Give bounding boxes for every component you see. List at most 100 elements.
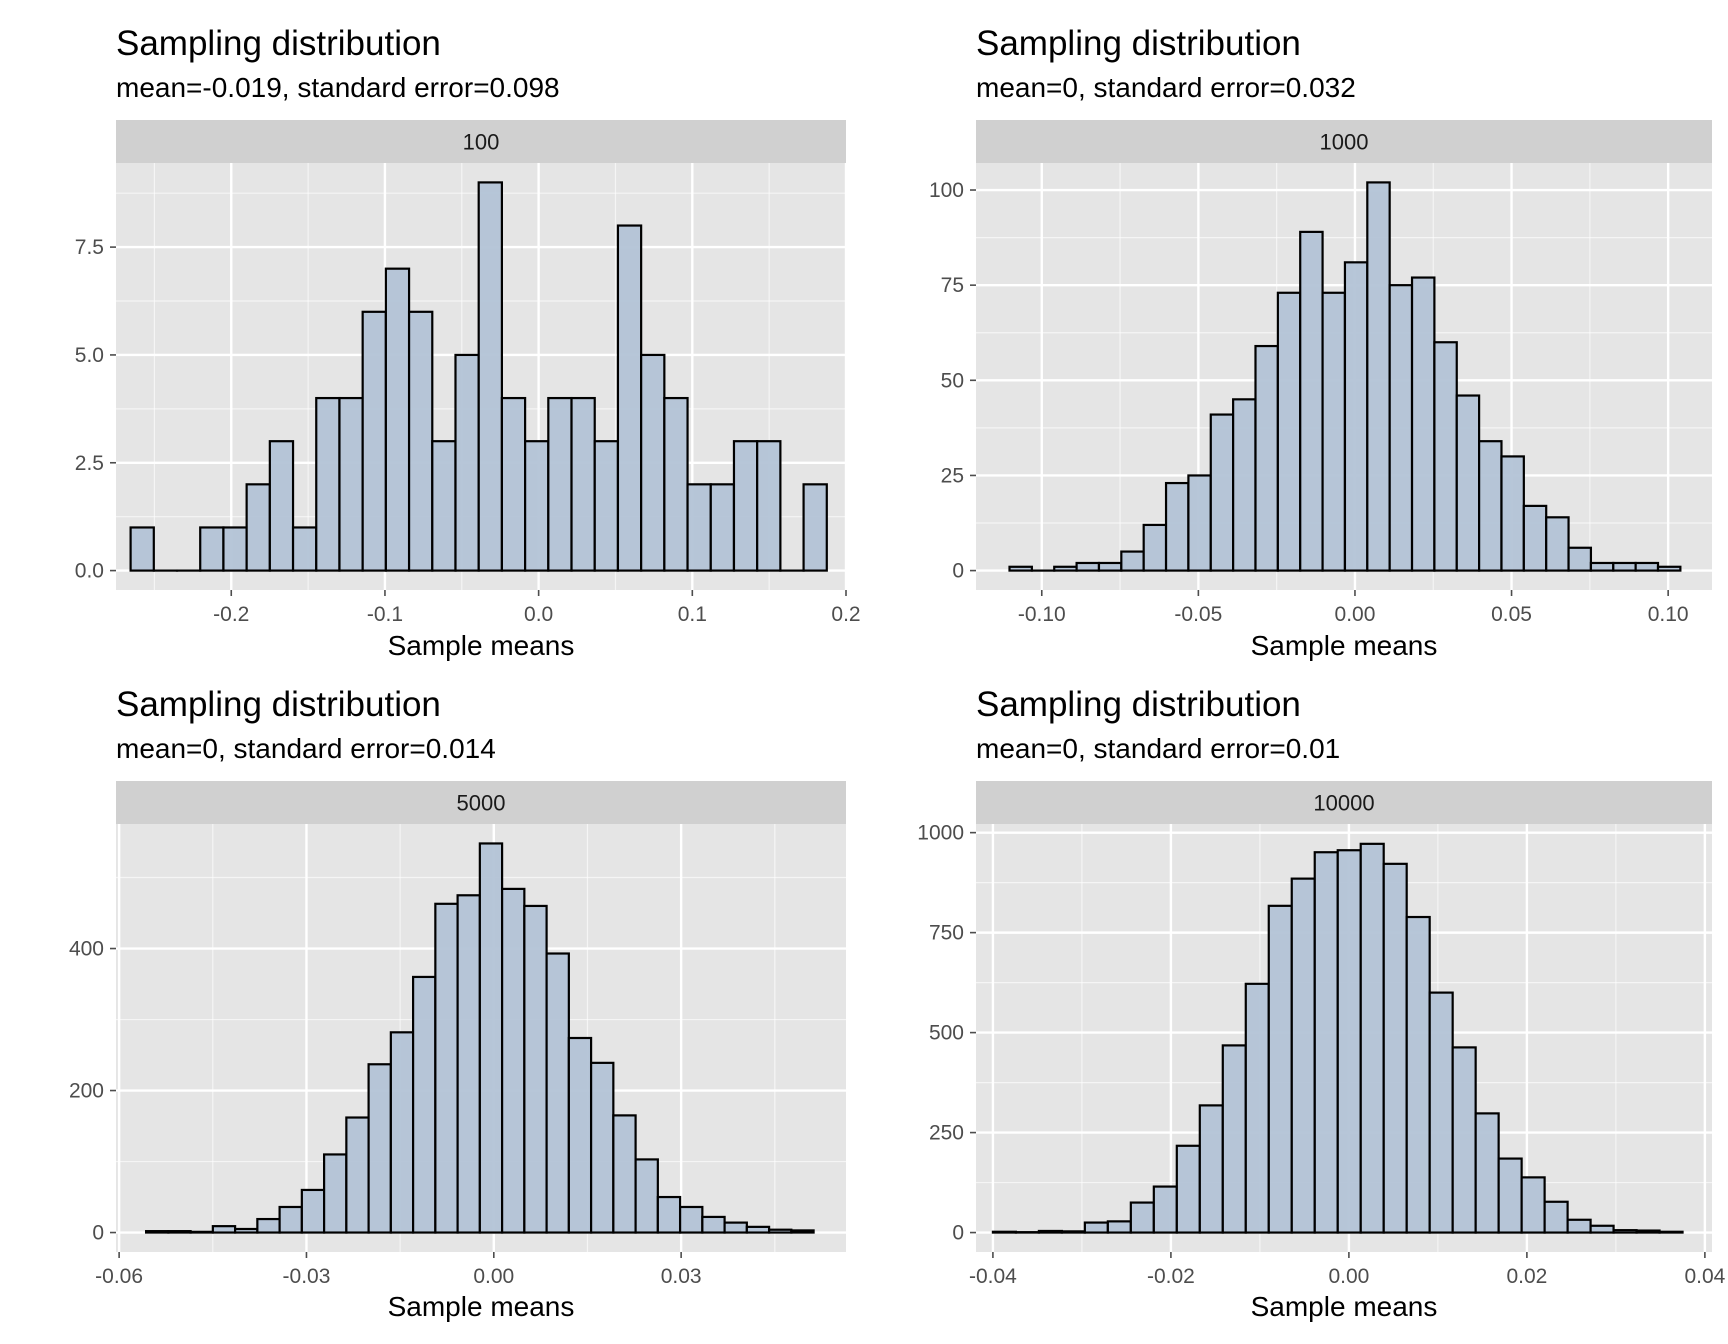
y-tick-label: 5.0 xyxy=(75,344,104,367)
histogram-bar xyxy=(189,1230,214,1234)
chart-subtitle: mean=0, standard error=0.032 xyxy=(976,72,1356,103)
chart-subtitle: mean=0, standard error=0.014 xyxy=(116,733,496,764)
x-axis-title: Sample means xyxy=(388,630,575,661)
histogram-bar xyxy=(1164,481,1190,572)
histogram-bar xyxy=(790,1229,815,1234)
histogram-bar xyxy=(1187,474,1212,572)
histogram-bar xyxy=(523,904,548,1234)
histogram-bar xyxy=(199,526,225,572)
facet-strip xyxy=(116,120,846,163)
histogram-bar xyxy=(1299,230,1324,572)
histogram-bar xyxy=(1254,344,1279,572)
histogram-bar xyxy=(756,440,782,572)
chart-panel-1000: Sampling distribution mean=0, standard er… xyxy=(929,24,1712,661)
histogram-bar xyxy=(1120,550,1145,572)
histogram-bar xyxy=(1543,1200,1569,1234)
histogram-bar xyxy=(612,1114,637,1234)
histogram-bar xyxy=(1083,1221,1109,1234)
histogram-bars xyxy=(1008,181,1682,572)
histogram-bar xyxy=(1382,862,1408,1234)
chart-panel-5000: Sampling distribution mean=0, standard er… xyxy=(69,685,846,1322)
histogram-bar xyxy=(570,396,596,572)
y-tick-label: 400 xyxy=(69,938,104,961)
facet-strip xyxy=(976,781,1712,824)
histogram-bar xyxy=(686,483,712,572)
chart-subtitle: mean=0, standard error=0.01 xyxy=(976,733,1340,764)
chart-title: Sampling distribution xyxy=(116,24,441,63)
histogram-bar xyxy=(1276,291,1302,572)
histogram-bar xyxy=(1053,565,1078,572)
histogram-bar xyxy=(1175,1144,1201,1234)
histogram-bar xyxy=(222,526,248,572)
x-tick-label: -0.2 xyxy=(213,603,249,626)
histogram-bar xyxy=(1566,1218,1592,1234)
chart-subtitle: mean=-0.019, standard error=0.098 xyxy=(116,72,560,103)
histogram-bars xyxy=(991,842,1684,1234)
histogram-bar xyxy=(1478,440,1503,572)
histogram-bar xyxy=(1343,261,1369,572)
x-tick-label: 0.02 xyxy=(1506,1265,1547,1288)
x-tick-label: 0.04 xyxy=(1684,1265,1725,1288)
histogram-bars xyxy=(129,181,828,572)
histogram-bar xyxy=(1405,915,1431,1234)
histogram-bar xyxy=(407,310,434,572)
histogram-bar xyxy=(411,975,437,1234)
histogram-bar xyxy=(732,440,759,572)
histogram-bar xyxy=(345,1116,370,1234)
histogram-bar xyxy=(129,526,155,572)
histogram-bar xyxy=(1567,546,1593,572)
y-tick-label: 0.0 xyxy=(75,560,104,583)
histogram-bar xyxy=(545,952,570,1234)
histogram-bar xyxy=(1433,341,1458,572)
histogram-bar xyxy=(991,1230,1017,1234)
chart-title: Sampling distribution xyxy=(976,24,1301,63)
facet-label: 10000 xyxy=(1313,791,1374,816)
x-tick-label: 0.0 xyxy=(524,603,553,626)
histogram-bar xyxy=(256,1217,281,1234)
histogram-bar xyxy=(233,1227,259,1234)
histogram-bar xyxy=(1313,851,1339,1234)
x-axis-title: Sample means xyxy=(388,1291,575,1322)
histogram-bar xyxy=(1658,1230,1684,1234)
histogram-bar xyxy=(767,1228,793,1234)
histogram-bar xyxy=(1244,982,1270,1234)
histogram-bar xyxy=(1522,504,1548,572)
histogram-bar xyxy=(745,1225,771,1234)
histogram-bar xyxy=(1037,1229,1063,1234)
histogram-bar xyxy=(1097,561,1123,572)
histogram-bar xyxy=(1209,413,1235,572)
histogram-bar xyxy=(478,842,504,1234)
histogram-bar xyxy=(291,526,318,572)
x-axis-title: Sample means xyxy=(1251,1291,1438,1322)
histogram-bar xyxy=(1635,1229,1661,1234)
histogram-bar xyxy=(477,181,504,572)
histogram-bar xyxy=(322,1153,348,1234)
histogram-bar xyxy=(1129,1201,1155,1234)
histogram-bar xyxy=(389,1031,415,1234)
histogram-bar xyxy=(1336,849,1362,1234)
histogram-bar xyxy=(431,440,457,572)
histogram-bar xyxy=(144,1230,170,1234)
histogram-bar xyxy=(361,310,387,572)
chart-title: Sampling distribution xyxy=(976,685,1301,724)
x-tick-label: 0.03 xyxy=(661,1265,702,1288)
chart-title: Sampling distribution xyxy=(116,685,441,724)
histogram-bar xyxy=(456,894,481,1234)
histogram-bar xyxy=(640,353,666,572)
histogram-bar xyxy=(1545,516,1570,572)
x-tick-label: 0.00 xyxy=(473,1265,514,1288)
histogram-bar xyxy=(367,1063,392,1234)
histogram-bar xyxy=(593,440,620,572)
x-axis-title: Sample means xyxy=(1251,630,1438,661)
x-tick-label: 0.00 xyxy=(1328,1265,1369,1288)
histogram-bar xyxy=(245,483,271,572)
y-tick-label: 75 xyxy=(941,274,964,297)
histogram-bar xyxy=(1474,1112,1500,1234)
histogram-bar xyxy=(1428,991,1454,1234)
histogram-bar xyxy=(1388,284,1414,572)
histogram-bar xyxy=(1500,455,1525,572)
x-tick-label: -0.02 xyxy=(1147,1265,1195,1288)
histogram-bar xyxy=(1656,565,1682,572)
histogram-bar xyxy=(1451,1046,1477,1234)
